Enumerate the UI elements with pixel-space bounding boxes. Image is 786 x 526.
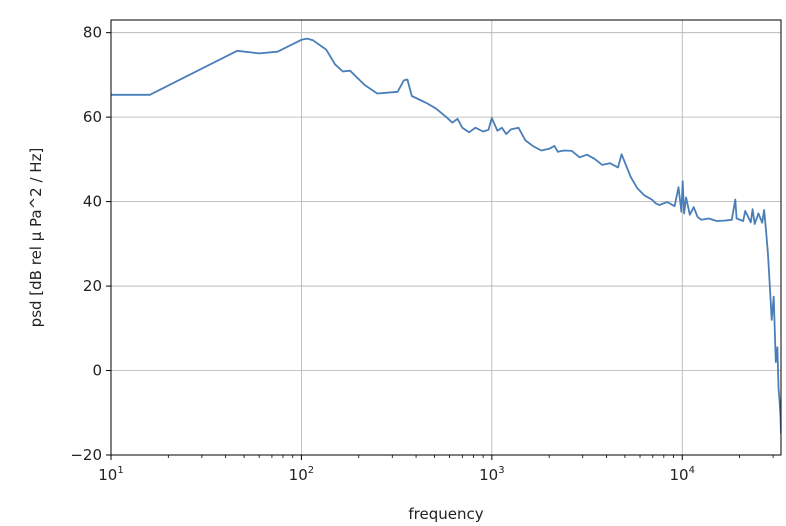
grid xyxy=(110,20,781,456)
x-tick-labels: 101 102 103 104 xyxy=(98,465,695,484)
x-tick-label: 103 xyxy=(479,465,504,484)
y-tick-label: 40 xyxy=(83,193,102,211)
series-line-layer xyxy=(111,37,781,434)
y-tick-label: 20 xyxy=(83,277,102,295)
x-tick-label: 101 xyxy=(98,465,123,484)
y-tick-label: 60 xyxy=(83,108,102,126)
y-tick-label: 80 xyxy=(83,24,102,42)
x-axis-label: frequency xyxy=(408,505,483,523)
y-tick-labels: 80 60 40 20 0 −20 xyxy=(70,24,102,464)
series-line xyxy=(111,37,781,434)
x-tick-label: 104 xyxy=(670,465,695,484)
y-axis-label: psd [dB rel µ Pa^2 / Hz] xyxy=(27,148,45,328)
x-tick-label: 102 xyxy=(289,465,314,484)
tick-marks xyxy=(106,32,774,460)
y-tick-label: 0 xyxy=(92,362,102,380)
y-tick-label: −20 xyxy=(70,446,102,464)
plot-frame xyxy=(110,19,782,456)
